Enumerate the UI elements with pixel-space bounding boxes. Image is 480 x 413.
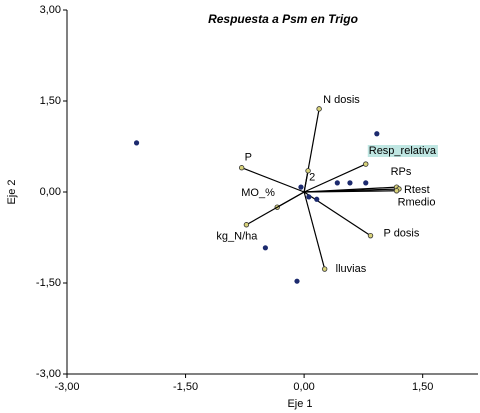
vector-line [304,190,397,193]
vector-label: N dosis [323,94,360,106]
y-tick-label: 0,00 [40,186,61,198]
vector-end [367,232,374,239]
point [363,180,369,186]
y-tick-label: -1,50 [36,277,61,289]
vector-label: Resp_relativa [369,145,437,157]
vector-end [305,168,311,174]
point [298,184,304,190]
vector-label: Rmedio [398,197,436,209]
x-tick-label: 0,00 [293,381,314,393]
x-tick-label: -3,00 [54,381,79,393]
vector-label: kg_N/ha [216,231,258,243]
vector-label: MO_% [241,187,275,199]
vector-end [363,161,369,167]
y-tick-label: 1,50 [40,95,61,107]
point [347,180,353,186]
vector-line [303,191,326,270]
point [294,278,300,284]
label-highlight [367,144,438,157]
x-tick-label: 1,50 [412,381,433,393]
x-axis-title: Eje 1 [287,398,312,410]
point [374,131,380,137]
point [314,196,320,202]
vector-end [321,266,328,272]
vector-line [241,167,305,193]
vector-label: 2 [309,172,315,184]
vector-line [246,191,305,226]
vector-line [303,163,367,193]
vector-end [238,165,245,171]
point [133,140,140,146]
vector-label: Rtest [404,184,430,196]
chart-title: Respuesta a Psm en Trigo [208,12,358,26]
vector-end [316,106,322,112]
y-tick-label: 3,00 [40,4,61,16]
point [306,194,312,200]
y-axis-title: Eje 2 [6,179,18,204]
x-tick-label: -1,50 [173,381,198,393]
vector-label: lluvias [336,263,367,275]
vector-label: P dosis [384,228,420,240]
vector-line [303,170,309,193]
vector-end [393,188,400,194]
vector-label: P [245,152,252,164]
point [262,245,268,251]
y-tick-label: -3,00 [36,368,61,380]
point [334,180,340,186]
vector-end [243,222,250,228]
vector-label: RPs [391,166,412,178]
